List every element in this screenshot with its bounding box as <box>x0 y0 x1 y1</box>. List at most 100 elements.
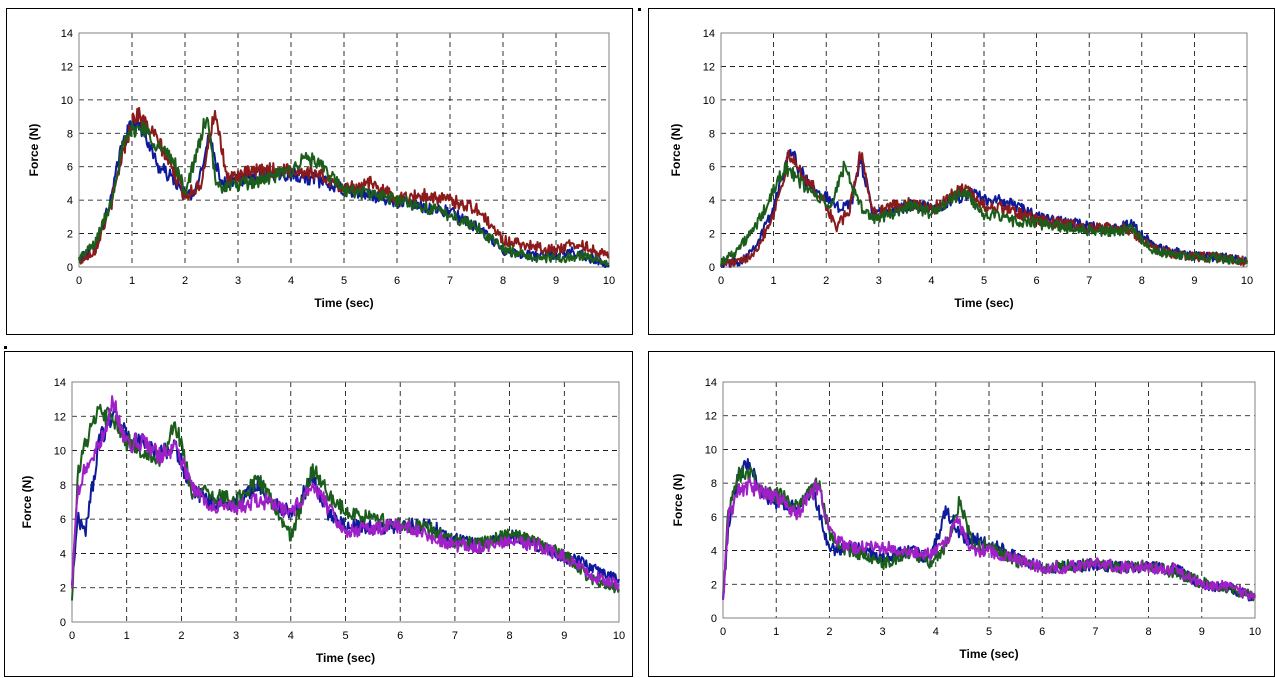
x-tick-label: 10 <box>1241 275 1253 287</box>
x-tick-label: 5 <box>341 275 347 287</box>
plot-area-frame <box>71 381 620 623</box>
x-tick-label: 8 <box>500 275 506 287</box>
chart-panel-top-left: 0 1 2 3 4 5 6 7 8 9 10 0 2 4 6 8 10 12 14 Time (sec) Force (… <box>6 8 633 335</box>
x-tick-label: 6 <box>1034 275 1040 287</box>
y-tick-label: 8 <box>709 128 715 140</box>
x-tick-label: 3 <box>876 275 882 287</box>
x-tick-label: 0 <box>69 630 75 642</box>
y-tick-label: 10 <box>54 446 66 458</box>
y-tick-label: 0 <box>60 617 66 629</box>
x-tick-label: 4 <box>933 626 939 638</box>
x-axis-label: Time (sec) <box>314 296 373 310</box>
x-tick-label: 1 <box>773 626 779 638</box>
x-tick-label: 9 <box>561 630 567 642</box>
x-tick-label: 7 <box>452 630 458 642</box>
y-tick-label: 4 <box>60 548 66 560</box>
x-tick-label: 6 <box>394 275 400 287</box>
y-tick-label: 6 <box>709 162 715 174</box>
x-tick-label: 0 <box>76 275 82 287</box>
y-tick-label: 8 <box>711 478 717 490</box>
x-tick-label: 4 <box>288 275 294 287</box>
y-tick-label: 0 <box>709 262 715 274</box>
x-axis-label: Time (sec) <box>959 647 1018 661</box>
y-tick-label: 2 <box>711 579 717 591</box>
plot-area-frame <box>78 32 610 268</box>
x-tick-label: 2 <box>182 275 188 287</box>
y-tick-label: 2 <box>60 583 66 595</box>
plot-area-frame <box>722 381 1256 619</box>
chart-panel-top-right: 0 1 2 3 4 5 6 7 8 9 10 0 2 4 6 8 10 12 14 Time (sec) Force (… <box>648 8 1275 335</box>
y-tick-label: 4 <box>709 195 715 207</box>
corner-marker <box>4 346 7 349</box>
x-tick-label: 4 <box>288 630 294 642</box>
x-tick-label: 2 <box>823 275 829 287</box>
y-tick-label: 6 <box>711 512 717 524</box>
y-tick-label: 2 <box>67 229 73 241</box>
y-axis-label: Force (N) <box>669 124 683 177</box>
y-tick-label: 4 <box>711 546 717 558</box>
y-tick-label: 12 <box>705 411 717 423</box>
x-tick-label: 3 <box>235 275 241 287</box>
y-tick-label: 10 <box>705 444 717 456</box>
x-tick-label: 10 <box>1249 626 1261 638</box>
x-tick-label: 5 <box>342 630 348 642</box>
y-tick-label: 12 <box>54 411 66 423</box>
y-axis-label: Force (N) <box>27 124 41 177</box>
y-tick-label: 14 <box>705 377 717 389</box>
x-tick-label: 1 <box>124 630 130 642</box>
series-line <box>720 160 1248 267</box>
x-tick-label: 7 <box>447 275 453 287</box>
x-tick-label: 8 <box>1146 626 1152 638</box>
x-tick-label: 2 <box>178 630 184 642</box>
x-tick-label: 8 <box>1139 275 1145 287</box>
x-tick-label: 0 <box>720 626 726 638</box>
y-tick-label: 10 <box>61 95 73 107</box>
y-tick-label: 0 <box>711 613 717 625</box>
x-tick-label: 3 <box>233 630 239 642</box>
x-tick-label: 6 <box>1039 626 1045 638</box>
plot-area-frame <box>720 32 1248 268</box>
x-tick-label: 6 <box>397 630 403 642</box>
y-tick-label: 0 <box>67 262 73 274</box>
series-line <box>78 116 610 267</box>
x-tick-label: 9 <box>1199 626 1205 638</box>
x-tick-label: 5 <box>981 275 987 287</box>
x-tick-label: 5 <box>986 626 992 638</box>
y-tick-label: 10 <box>703 95 715 107</box>
y-tick-label: 4 <box>67 195 73 207</box>
x-tick-label: 2 <box>826 626 832 638</box>
x-axis-label: Time (sec) <box>316 651 375 665</box>
y-axis-label: Force (N) <box>671 474 685 527</box>
x-tick-label: 4 <box>928 275 934 287</box>
chart-panel-bottom-left: 0 1 2 3 4 5 6 7 8 9 10 0 2 4 6 8 10 12 14 Time (sec) Force (… <box>4 351 633 677</box>
x-tick-label: 0 <box>718 275 724 287</box>
x-tick-label: 10 <box>603 275 615 287</box>
x-tick-label: 1 <box>771 275 777 287</box>
x-axis-label: Time (sec) <box>954 296 1013 310</box>
y-tick-label: 12 <box>703 61 715 73</box>
y-tick-label: 14 <box>703 28 715 40</box>
x-tick-label: 7 <box>1092 626 1098 638</box>
x-tick-label: 9 <box>553 275 559 287</box>
corner-marker <box>638 8 641 11</box>
y-tick-label: 2 <box>709 229 715 241</box>
chart-panel-bottom-right: 0 1 2 3 4 5 6 7 8 9 10 0 2 4 6 8 10 12 14 Time (sec) Force (… <box>648 351 1275 677</box>
x-tick-label: 7 <box>1086 275 1092 287</box>
x-tick-label: 9 <box>1191 275 1197 287</box>
x-tick-label: 3 <box>880 626 886 638</box>
x-tick-label: 1 <box>129 275 135 287</box>
x-tick-label: 10 <box>613 630 625 642</box>
y-tick-label: 12 <box>61 61 73 73</box>
y-tick-label: 8 <box>67 128 73 140</box>
y-tick-label: 6 <box>60 514 66 526</box>
y-tick-label: 8 <box>60 480 66 492</box>
y-tick-label: 14 <box>54 377 66 389</box>
series-line <box>71 395 620 591</box>
y-tick-label: 14 <box>61 28 73 40</box>
y-tick-label: 6 <box>67 162 73 174</box>
y-axis-label: Force (N) <box>20 476 34 529</box>
